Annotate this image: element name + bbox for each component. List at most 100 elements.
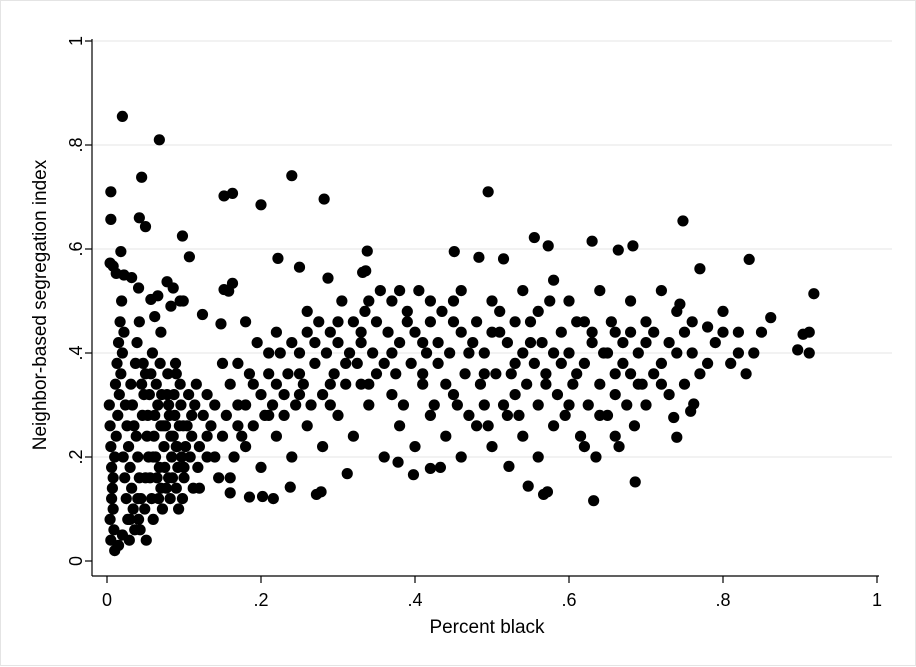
data-point	[486, 326, 498, 338]
data-point	[551, 389, 564, 401]
data-point	[663, 389, 675, 401]
data-point	[103, 399, 115, 411]
data-point	[417, 337, 429, 349]
data-point	[394, 420, 406, 432]
data-point	[540, 378, 552, 390]
data-point	[109, 378, 122, 390]
data-point	[434, 461, 447, 473]
data-point	[655, 357, 668, 369]
data-point	[609, 389, 621, 401]
data-point	[563, 399, 575, 411]
x-tick-label: .2	[253, 590, 268, 610]
data-point	[555, 326, 567, 338]
data-point	[341, 468, 353, 480]
data-point	[270, 378, 282, 390]
data-point	[609, 326, 621, 338]
data-point	[108, 524, 120, 536]
data-point	[648, 326, 660, 338]
data-point	[133, 472, 145, 484]
data-point	[305, 399, 317, 411]
data-point	[347, 430, 359, 442]
data-point	[116, 347, 128, 359]
data-point	[640, 316, 652, 328]
data-point	[104, 420, 116, 432]
data-point	[205, 420, 217, 432]
data-point	[509, 357, 521, 369]
data-point	[548, 274, 560, 286]
data-point	[732, 347, 745, 359]
data-point	[309, 337, 321, 349]
data-point	[315, 486, 327, 498]
data-point	[613, 441, 625, 453]
data-point	[405, 357, 417, 369]
data-point	[161, 276, 173, 288]
data-point	[176, 493, 189, 505]
data-point	[156, 503, 169, 515]
data-point	[797, 328, 809, 340]
data-point	[574, 430, 587, 442]
data-point	[286, 170, 298, 182]
data-point	[318, 193, 330, 205]
data-point	[324, 378, 336, 390]
data-point	[463, 409, 475, 421]
data-point	[447, 389, 460, 401]
data-point	[332, 337, 344, 349]
data-point	[586, 337, 598, 349]
data-point	[407, 469, 420, 481]
data-point	[432, 357, 444, 369]
y-axis-title: Neighbor-based segregation index	[30, 159, 51, 450]
y-tick-label: .4	[66, 345, 86, 360]
data-point	[640, 399, 652, 411]
data-point	[548, 347, 560, 359]
data-point	[555, 357, 567, 369]
data-point	[164, 493, 176, 505]
data-point	[189, 399, 201, 411]
data-point	[609, 368, 621, 380]
data-point	[111, 357, 123, 369]
data-point	[448, 246, 460, 258]
data-point	[598, 347, 610, 359]
data-point	[494, 326, 506, 338]
data-point	[347, 316, 359, 328]
data-point	[685, 405, 697, 417]
data-point	[640, 337, 652, 349]
data-point	[743, 253, 755, 265]
data-point	[106, 461, 118, 473]
data-point	[363, 378, 375, 390]
data-point	[532, 399, 544, 411]
x-tick-label: .8	[715, 590, 730, 610]
data-point	[172, 461, 184, 473]
data-point	[792, 344, 804, 356]
data-point	[609, 430, 621, 442]
data-point	[482, 420, 494, 432]
data-point	[540, 368, 552, 380]
data-point	[132, 282, 145, 294]
data-point	[363, 399, 375, 411]
data-point	[671, 431, 683, 443]
data-point	[478, 399, 490, 411]
data-point	[169, 357, 182, 369]
axes	[91, 39, 879, 577]
data-point	[424, 409, 436, 421]
data-point	[363, 295, 375, 307]
data-point	[328, 368, 340, 380]
data-point	[336, 295, 348, 307]
data-point	[145, 293, 157, 306]
data-point	[301, 420, 313, 432]
data-point	[386, 347, 398, 359]
data-point	[386, 389, 398, 401]
data-point	[196, 308, 209, 321]
data-point	[803, 347, 815, 359]
ticks: 0 .2 .4 .6 .8 1 0 .2 .4 .6 .8 1	[66, 36, 882, 610]
data-point	[109, 451, 121, 463]
data-point	[617, 337, 629, 349]
data-point	[524, 337, 537, 349]
data-point	[132, 513, 145, 526]
data-point	[131, 337, 143, 349]
data-point	[109, 545, 121, 557]
data-point	[542, 240, 554, 252]
data-point	[224, 472, 236, 484]
data-point	[668, 411, 680, 424]
data-point	[677, 215, 689, 227]
data-point	[215, 318, 227, 330]
